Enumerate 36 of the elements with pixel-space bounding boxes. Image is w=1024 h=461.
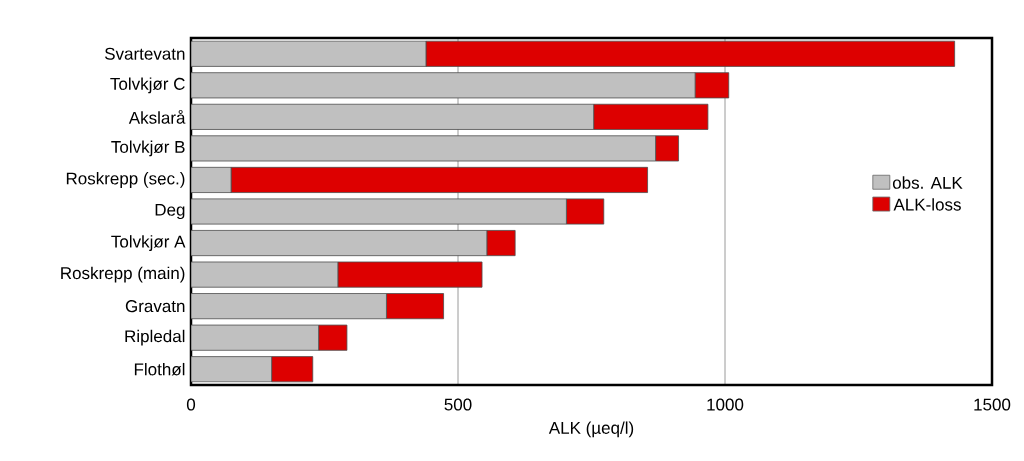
y-tick-label: Svartevatn: [104, 47, 185, 60]
y-tick-label: Deg: [155, 203, 185, 220]
x-tick-label: 500: [444, 398, 472, 411]
y-tick-label: Flothøl: [134, 362, 185, 376]
bar: [191, 261, 339, 288]
bar: [655, 135, 679, 162]
y-tick-label: Tolvkjør B: [111, 140, 185, 157]
bar: [566, 198, 605, 225]
bar: [318, 324, 348, 351]
bar: [191, 135, 656, 162]
bar: [337, 261, 483, 288]
legend-label: obs. ALK: [892, 176, 963, 189]
bar: [191, 72, 696, 99]
bar: [191, 166, 232, 193]
bar: [191, 324, 320, 351]
x-tick-label: 0: [186, 398, 196, 411]
bar: [230, 166, 648, 193]
bar: [386, 293, 444, 320]
y-tick-label: Roskrepp (sec.): [66, 172, 185, 188]
bar: [486, 230, 516, 257]
bar: [191, 293, 387, 320]
bar: [191, 230, 488, 257]
legend-label: ALK-loss: [893, 198, 961, 211]
bar: [191, 40, 427, 67]
x-tick-label: 1500: [974, 398, 1011, 411]
bar: [191, 356, 273, 383]
y-tick-label: Akslarå: [128, 109, 186, 124]
y-tick-label: Ripledal: [125, 329, 185, 346]
y-tick-label: Gravatn: [125, 300, 185, 313]
bar: [191, 198, 567, 225]
y-tick-label: Tolvkjør A: [111, 235, 186, 251]
bar: [191, 103, 595, 130]
x-tick-label: 1000: [707, 398, 744, 411]
x-axis-title: ALK (µeq/l): [548, 421, 634, 438]
y-tick-label: Roskrepp (main): [61, 266, 185, 283]
y-tick-label: Tolvkjør C: [110, 77, 185, 94]
